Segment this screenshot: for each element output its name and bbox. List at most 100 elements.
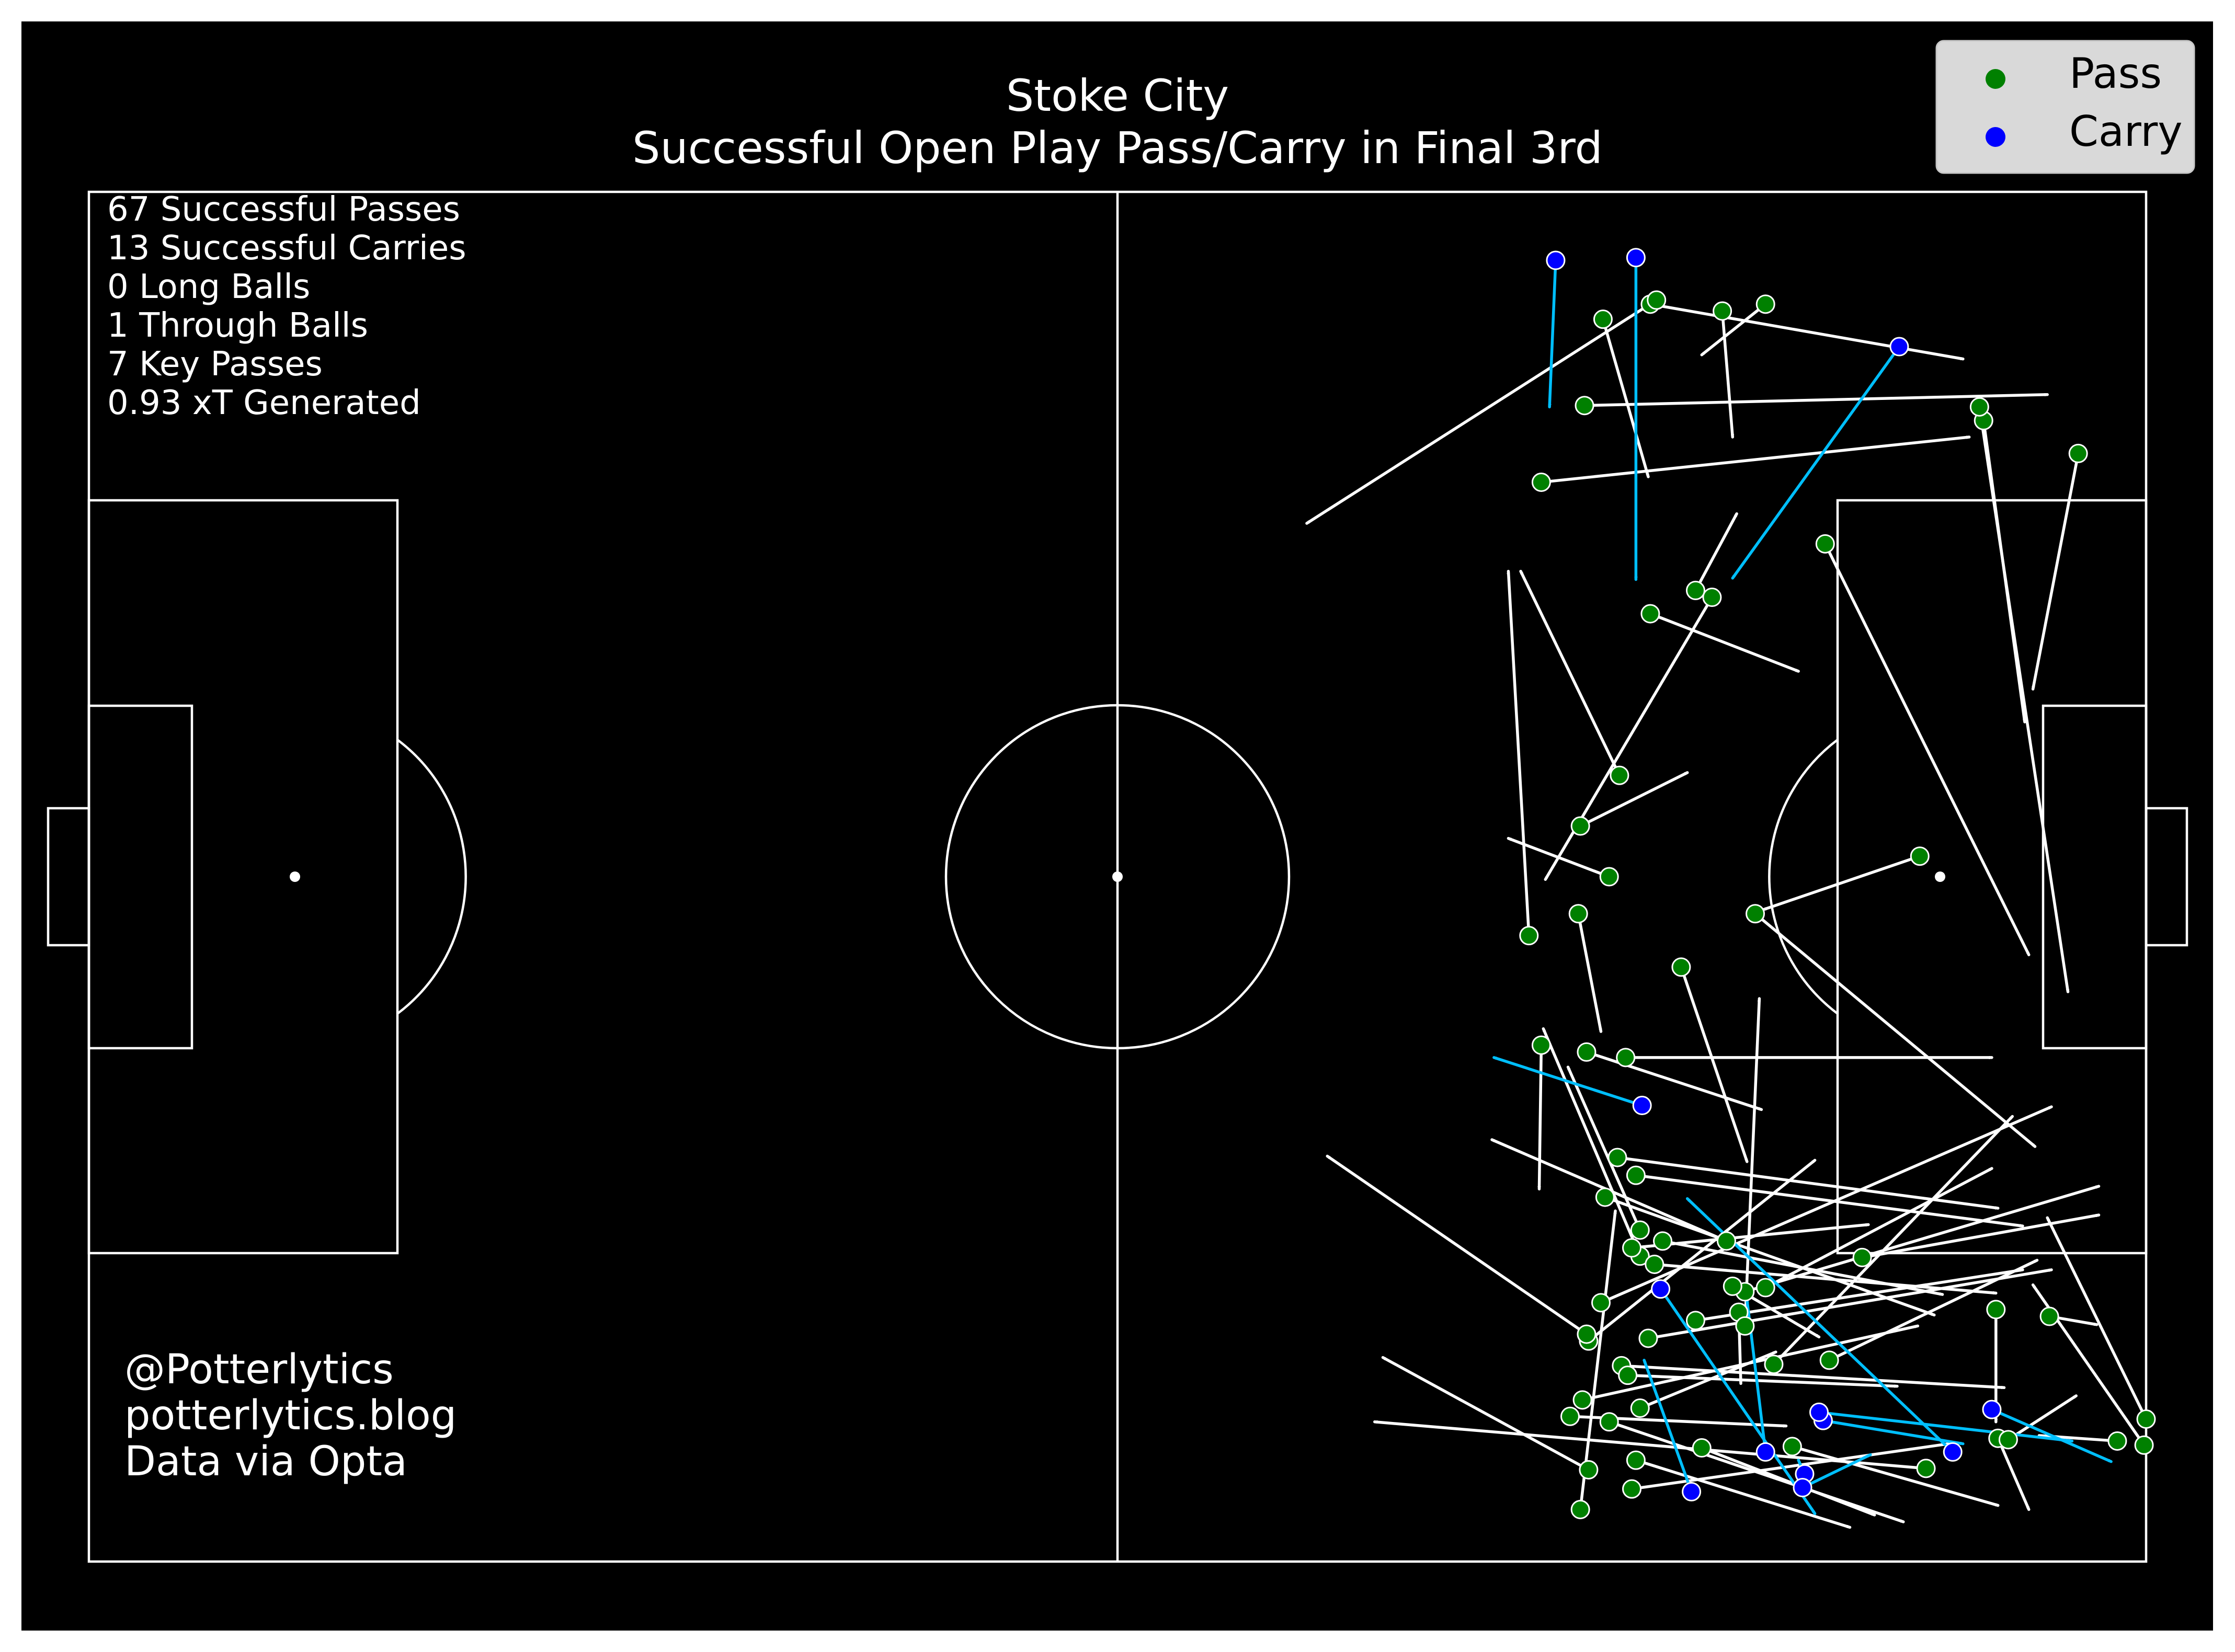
carry-line bbox=[1549, 259, 1557, 409]
pass-marker bbox=[1723, 1276, 1742, 1296]
pass-marker bbox=[1568, 904, 1588, 924]
action-markers bbox=[1519, 248, 2156, 1519]
stats-block: 67 Successful Passes 13 Successful Carri… bbox=[107, 190, 466, 422]
pass-line bbox=[1828, 1258, 2039, 1362]
pass-line bbox=[1583, 395, 2049, 407]
left-penalty-arc bbox=[396, 739, 467, 1015]
pass-line bbox=[1743, 1185, 2101, 1293]
pass-marker bbox=[1577, 1042, 1597, 1062]
pass-marker bbox=[2134, 1435, 2154, 1455]
pass-line bbox=[1373, 1422, 1928, 1470]
pass-marker bbox=[1599, 867, 1619, 887]
pass-marker bbox=[1630, 1220, 1650, 1240]
pass-line bbox=[1326, 1154, 1588, 1336]
pass-marker bbox=[1570, 1499, 1590, 1519]
carry-line bbox=[1659, 1287, 1817, 1516]
pass-line bbox=[1542, 1027, 1641, 1258]
pass-line bbox=[1577, 912, 1603, 1033]
carry-line bbox=[1643, 1359, 1693, 1494]
pass-marker bbox=[1910, 846, 1930, 866]
pass-line bbox=[1634, 1459, 1852, 1529]
pass-marker bbox=[1764, 1355, 1784, 1374]
carry-line bbox=[1492, 1056, 1644, 1107]
pass-line bbox=[1720, 309, 1733, 439]
pass-marker bbox=[1626, 1165, 1646, 1185]
pass-line bbox=[1861, 1213, 2101, 1259]
pass-line bbox=[1603, 1196, 1936, 1317]
carry-line bbox=[1990, 1408, 2113, 1463]
credit-twitter: @Potterlytics bbox=[124, 1346, 394, 1393]
pass-marker bbox=[1819, 1350, 1839, 1370]
pass-line bbox=[1585, 1050, 1763, 1111]
pass-line bbox=[1381, 1356, 1590, 1472]
legend-carry-label: Carry bbox=[2069, 107, 2183, 156]
carry-marker bbox=[1651, 1279, 1671, 1299]
pass-line bbox=[1566, 1065, 1641, 1232]
stat-passes: 67 Successful Passes bbox=[107, 190, 460, 229]
pass-marker bbox=[1671, 957, 1691, 977]
credit-source: Data via Opta bbox=[124, 1438, 407, 1485]
pass-marker bbox=[1575, 396, 1594, 416]
carry-line bbox=[1731, 345, 1901, 580]
pass-line bbox=[1772, 1115, 2014, 1366]
pass-marker bbox=[2039, 1306, 2059, 1326]
pass-marker bbox=[1607, 1148, 1627, 1167]
carry-marker bbox=[1626, 248, 1646, 268]
pass-line bbox=[1607, 1420, 1905, 1523]
carry-marker bbox=[1943, 1442, 1963, 1462]
carry-line bbox=[1801, 1453, 1872, 1489]
chart-title: Stoke City bbox=[1006, 70, 1229, 121]
pass-line bbox=[1587, 1158, 1817, 1343]
pass-line bbox=[1649, 612, 1800, 673]
chart-subtitle: Successful Open Play Pass/Carry in Final… bbox=[632, 122, 1603, 174]
pitch bbox=[47, 190, 2188, 1563]
legend: Pass Carry bbox=[1935, 40, 2195, 174]
pass-marker bbox=[1638, 1328, 1658, 1348]
legend-carry-marker bbox=[1986, 127, 2005, 147]
carry-marker bbox=[1682, 1482, 1702, 1501]
left-penalty-spot bbox=[290, 871, 300, 882]
legend-pass-marker bbox=[1986, 69, 2005, 89]
pass-line bbox=[1634, 1174, 2024, 1226]
pass-line bbox=[1305, 299, 1658, 525]
pass-line bbox=[1694, 512, 1738, 592]
stat-long-balls: 0 Long Balls bbox=[107, 268, 310, 306]
pass-marker bbox=[1570, 816, 1590, 836]
pass-marker bbox=[1616, 1048, 1636, 1068]
pass-line bbox=[2006, 1394, 2078, 1441]
pass-marker bbox=[1579, 1460, 1599, 1479]
pass-line bbox=[1694, 1268, 2024, 1322]
pass-marker bbox=[1622, 1479, 1641, 1499]
pass-marker bbox=[1998, 1430, 2018, 1450]
pass-marker bbox=[1852, 1247, 1872, 1267]
carry-line bbox=[1817, 1410, 2074, 1441]
credit-blog: potterlytics.blog bbox=[124, 1392, 457, 1439]
pass-line bbox=[1997, 1437, 2031, 1511]
pass-marker bbox=[1593, 309, 1613, 329]
pass-line bbox=[1823, 542, 2031, 957]
pass-marker bbox=[1685, 580, 1705, 600]
carry-marker bbox=[1755, 1442, 1775, 1462]
pass-line bbox=[1630, 1444, 1951, 1490]
right-goal bbox=[2145, 807, 2188, 947]
carry-marker bbox=[1546, 250, 1566, 270]
pass-marker bbox=[1702, 588, 1722, 607]
pass-line bbox=[1753, 912, 2037, 1148]
pass-line bbox=[1791, 1445, 2000, 1507]
actions-layer bbox=[1305, 248, 2156, 1529]
pass-marker bbox=[1755, 1278, 1775, 1298]
legend-pass-label: Pass bbox=[2069, 49, 2162, 98]
pass-line bbox=[1601, 317, 1650, 478]
pass-line bbox=[1649, 303, 1965, 361]
right-penalty-arc bbox=[1768, 739, 1839, 1015]
center-spot bbox=[1112, 871, 1123, 882]
pass-line bbox=[1620, 1364, 2006, 1387]
pass-marker bbox=[1599, 1412, 1619, 1432]
pass-line bbox=[1743, 997, 1760, 1328]
pass-line bbox=[1680, 966, 1749, 1163]
pass-marker bbox=[1519, 926, 1539, 946]
right-penalty-spot bbox=[1935, 871, 1945, 882]
pass-marker bbox=[1610, 765, 1629, 785]
pass-line bbox=[2031, 452, 2080, 691]
pass-marker bbox=[1716, 1231, 1736, 1251]
